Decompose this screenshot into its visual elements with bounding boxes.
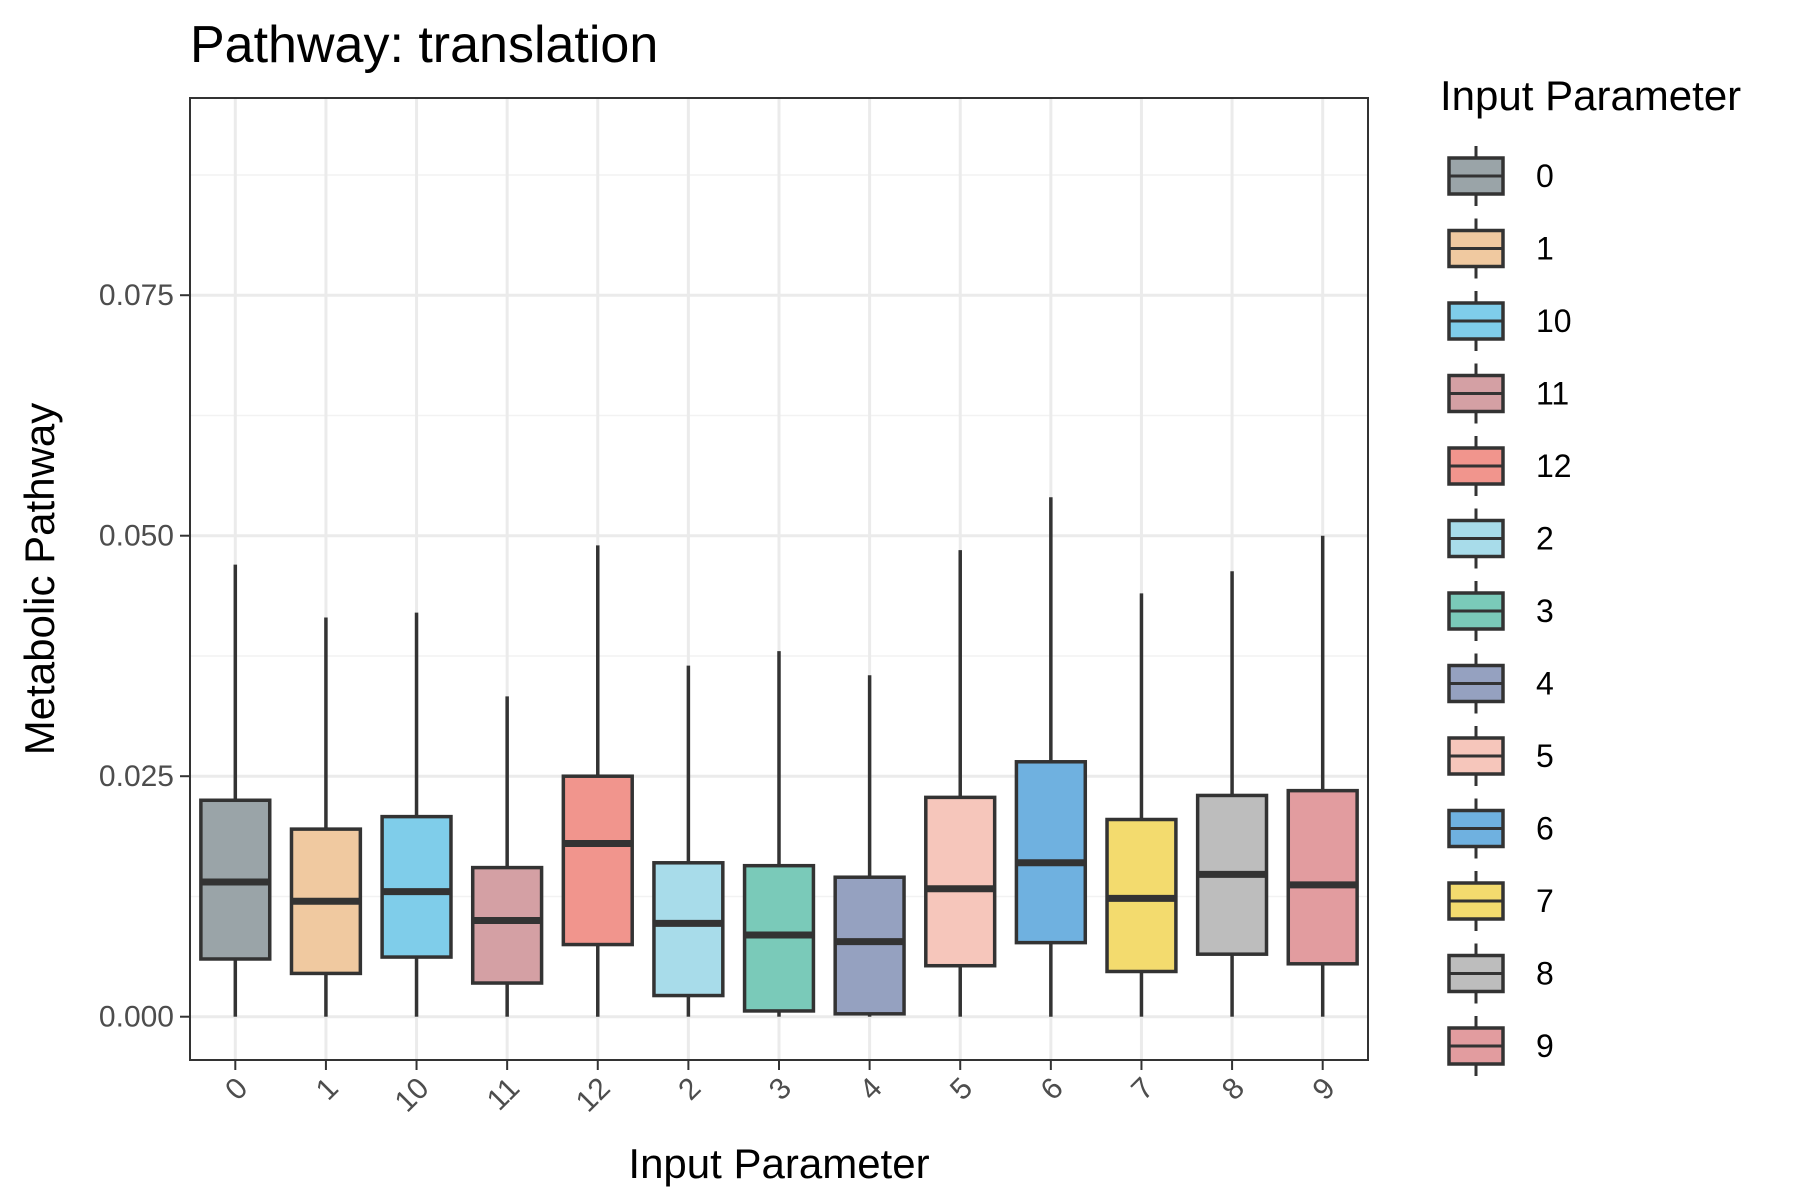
box-10 bbox=[380, 612, 453, 1017]
box-1 bbox=[289, 617, 363, 1017]
x-tick-label: 3 bbox=[763, 1072, 798, 1107]
legend-title: Input Parameter bbox=[1440, 72, 1741, 119]
x-tick-label: 11 bbox=[481, 1072, 526, 1117]
legend-item-4: 4 bbox=[1447, 653, 1554, 714]
box-series bbox=[199, 497, 1359, 1017]
legend: 0 1 10 11 12 2 3 4 5 6 7 8 9 bbox=[1447, 146, 1572, 1076]
x-axis-title: Input Parameter bbox=[628, 1140, 929, 1187]
box-iqr bbox=[833, 875, 906, 1016]
x-tick-label: 7 bbox=[1125, 1072, 1160, 1107]
y-tick-label: 0.025 bbox=[99, 760, 174, 793]
x-tick-label: 6 bbox=[1035, 1072, 1070, 1107]
legend-item-2: 2 bbox=[1447, 508, 1554, 569]
box-iqr bbox=[1014, 760, 1088, 945]
legend-item-8: 8 bbox=[1447, 943, 1554, 1004]
x-tick-label: 2 bbox=[672, 1072, 707, 1107]
legend-item-5: 5 bbox=[1447, 726, 1554, 786]
legend-label: 11 bbox=[1536, 376, 1569, 412]
box-4 bbox=[833, 675, 906, 1017]
box-2 bbox=[652, 665, 725, 1017]
x-axis: 0 1 10 11 12 2 3 4 5 6 7 8 9 bbox=[219, 1060, 1342, 1119]
legend-label: 8 bbox=[1536, 956, 1554, 992]
legend-item-12: 12 bbox=[1447, 436, 1572, 496]
y-tick-label: 0.050 bbox=[99, 520, 174, 553]
x-tick-label: 12 bbox=[570, 1072, 617, 1119]
legend-label: 1 bbox=[1536, 231, 1554, 267]
x-tick-label: 4 bbox=[853, 1072, 888, 1107]
legend-item-11: 11 bbox=[1447, 363, 1569, 424]
x-tick-label: 0 bbox=[219, 1072, 254, 1107]
legend-label: 3 bbox=[1536, 593, 1554, 629]
x-tick-label: 10 bbox=[389, 1072, 436, 1119]
legend-label: 0 bbox=[1536, 158, 1554, 194]
y-axis: 0.000 0.025 0.050 0.075 bbox=[99, 279, 190, 1034]
legend-label: 10 bbox=[1536, 303, 1572, 339]
x-tick-label: 5 bbox=[944, 1072, 979, 1107]
box-5 bbox=[924, 550, 997, 1017]
legend-item-10: 10 bbox=[1447, 291, 1572, 351]
box-11 bbox=[470, 696, 544, 1017]
y-tick-label: 0.000 bbox=[99, 1001, 174, 1034]
legend-item-0: 0 bbox=[1447, 146, 1554, 206]
x-tick-label: 1 bbox=[310, 1072, 345, 1107]
legend-label: 2 bbox=[1536, 521, 1554, 557]
legend-label: 5 bbox=[1536, 738, 1554, 774]
box-12 bbox=[561, 545, 634, 1017]
y-tick-label: 0.075 bbox=[99, 279, 174, 312]
legend-item-9: 9 bbox=[1447, 1016, 1554, 1076]
box-iqr bbox=[924, 795, 997, 968]
box-0 bbox=[199, 564, 272, 1017]
legend-label: 9 bbox=[1536, 1028, 1554, 1064]
x-tick-label: 9 bbox=[1307, 1072, 1342, 1107]
legend-item-6: 6 bbox=[1447, 798, 1554, 859]
box-iqr bbox=[1286, 788, 1359, 966]
box-7 bbox=[1105, 593, 1178, 1017]
legend-label: 6 bbox=[1536, 811, 1554, 847]
chart-title: Pathway: translation bbox=[190, 16, 658, 74]
box-iqr bbox=[652, 861, 725, 998]
legend-label: 4 bbox=[1536, 666, 1554, 702]
y-axis-title: Metabolic Pathway bbox=[16, 403, 63, 756]
x-tick-label: 8 bbox=[1216, 1072, 1251, 1107]
legend-item-3: 3 bbox=[1447, 581, 1554, 641]
box-3 bbox=[742, 651, 816, 1017]
box-iqr bbox=[380, 814, 453, 959]
legend-label: 7 bbox=[1536, 883, 1554, 919]
box-iqr bbox=[561, 774, 634, 947]
box-8 bbox=[1195, 571, 1269, 1017]
legend-item-7: 7 bbox=[1447, 871, 1554, 931]
legend-label: 12 bbox=[1536, 448, 1572, 484]
box-iqr bbox=[470, 865, 544, 985]
legend-item-1: 1 bbox=[1447, 218, 1554, 279]
box-6 bbox=[1014, 497, 1088, 1017]
box-9 bbox=[1286, 535, 1359, 1017]
